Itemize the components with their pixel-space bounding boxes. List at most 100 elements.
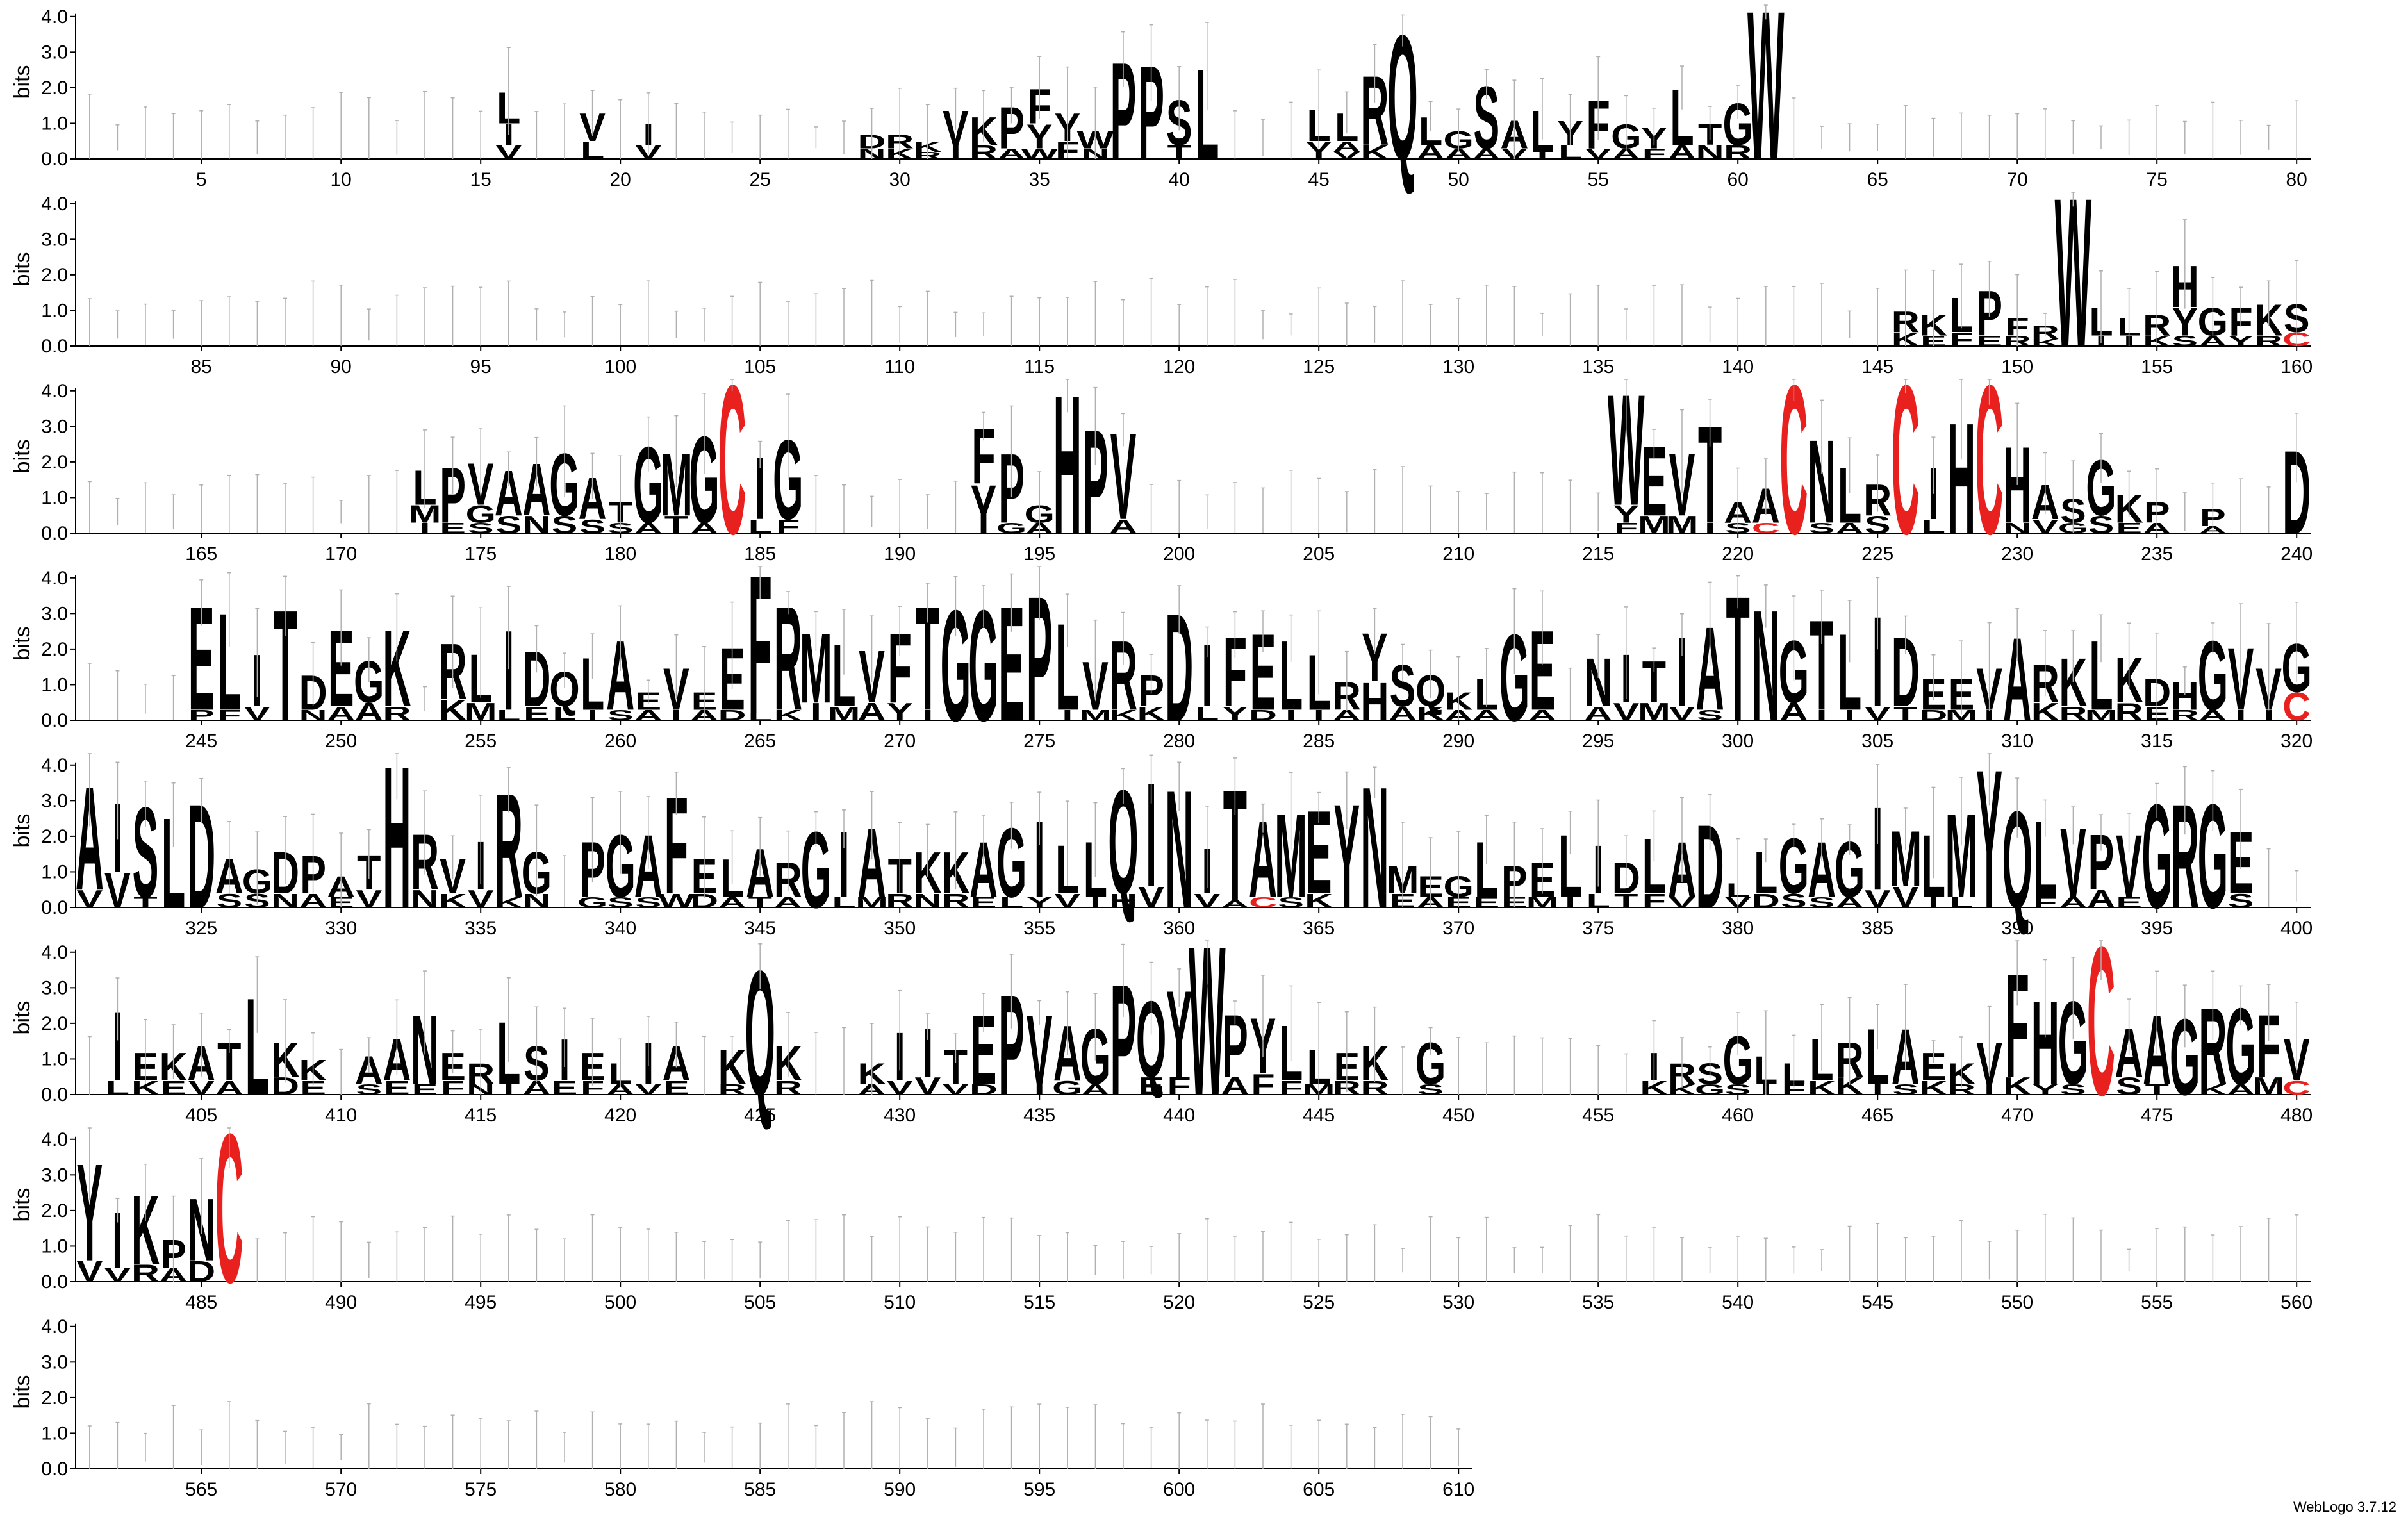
logo-letter: L <box>748 516 772 538</box>
logo-letter: K <box>1109 707 1137 724</box>
logo-letter: I <box>755 438 766 538</box>
logo-letter: V <box>914 1072 941 1100</box>
y-tick-label: 3.0 <box>41 977 68 998</box>
logo-letter: C <box>718 341 746 579</box>
x-tick-label: 75 <box>2147 169 2168 190</box>
x-tick-label: 360 <box>1163 918 1195 939</box>
x-tick-label: 185 <box>744 543 776 565</box>
x-tick-label: 65 <box>1867 169 1888 190</box>
logo-letter: I <box>1872 783 1883 916</box>
y-axis-label: bits <box>10 814 35 848</box>
x-tick-label: 450 <box>1442 1105 1474 1126</box>
x-tick-label: 165 <box>185 543 217 565</box>
logo-letter: I <box>1062 707 1073 724</box>
x-tick-label: 50 <box>1448 169 1469 190</box>
logo-letter: W <box>1021 145 1058 162</box>
logo-letter: L <box>1195 703 1219 725</box>
x-tick-label: 135 <box>1582 356 1614 377</box>
logo-letter: R <box>718 1081 746 1098</box>
logo-letter: M <box>1638 698 1670 725</box>
x-tick-label: 245 <box>185 731 217 752</box>
logo-letter: L <box>581 136 604 164</box>
logo-letter: H <box>1360 671 1389 732</box>
logo-letter: V <box>1669 703 1695 725</box>
x-tick-label: 455 <box>1582 1105 1614 1126</box>
logo-letter: S <box>356 1081 382 1098</box>
x-tick-label: 525 <box>1303 1292 1335 1313</box>
logo-letter: I <box>811 698 821 725</box>
logo-letter: V <box>76 1255 103 1288</box>
logo-letter: D <box>969 1081 998 1098</box>
x-tick-label: 180 <box>604 543 636 565</box>
logo-letter: E <box>2116 520 2142 536</box>
logo-letter: L <box>748 711 772 722</box>
logo-letter: F <box>1614 520 1638 536</box>
y-tick-label: 0.0 <box>41 1271 68 1293</box>
x-tick-label: 30 <box>889 169 911 190</box>
x-tick-label: 215 <box>1582 543 1614 565</box>
x-tick-label: 85 <box>191 356 212 377</box>
logo-letter: V <box>1865 885 1891 913</box>
y-tick-label: 4.0 <box>41 755 68 776</box>
y-tick-label: 1.0 <box>41 300 68 321</box>
x-tick-label: 125 <box>1303 356 1335 377</box>
logo-letter: I <box>503 1081 514 1098</box>
logo-letter: S <box>1417 1081 1444 1098</box>
logo-letter: I <box>1872 591 1883 734</box>
logo-letter: V <box>1054 890 1080 912</box>
logo-letter: V <box>943 1081 969 1098</box>
logo-letter: C <box>215 1089 243 1327</box>
logo-letter: T <box>1893 703 1918 725</box>
logo-letter: E <box>384 1077 410 1099</box>
x-tick-label: 390 <box>2001 918 2033 939</box>
logo-letter: S <box>1809 520 1835 536</box>
x-tick-label: 275 <box>1023 731 1055 752</box>
logo-letter: S <box>495 511 522 538</box>
x-tick-label: 415 <box>465 1105 497 1126</box>
logo-letter: K <box>1919 1077 1947 1099</box>
x-tick-label: 110 <box>884 356 915 377</box>
logo-letter: M <box>855 894 888 911</box>
x-tick-label: 430 <box>884 1105 916 1126</box>
logo-letter: F <box>217 707 241 724</box>
logo-letter: T <box>2145 1081 2169 1098</box>
logo-letter: S <box>607 894 634 911</box>
logo-letter: I <box>2236 707 2247 724</box>
x-tick-label: 545 <box>1861 1292 1893 1313</box>
x-tick-label: 310 <box>2001 731 2033 752</box>
y-tick-label: 3.0 <box>41 790 68 811</box>
logo-letter: A <box>2059 894 2087 911</box>
logo-letter: V <box>76 885 103 913</box>
x-tick-label: 305 <box>1861 731 1893 752</box>
x-tick-label: 345 <box>744 918 776 939</box>
y-axis-label: bits <box>10 1375 35 1409</box>
x-tick-label: 5 <box>196 169 207 190</box>
x-tick-label: 130 <box>1442 356 1474 377</box>
logo-letter: V <box>1613 698 1639 725</box>
logo-letter: A <box>1779 698 1808 725</box>
logo-letter: A <box>2087 885 2115 913</box>
logo-letter: A <box>858 698 886 725</box>
logo-letter: I <box>1314 707 1324 724</box>
x-tick-label: 505 <box>744 1292 776 1313</box>
logo-letter: A <box>998 145 1026 162</box>
logo-letter: S <box>1725 1081 1751 1098</box>
logo-letter: A <box>690 520 718 536</box>
logo-letter: N <box>299 707 327 724</box>
logo-letter: Y <box>1027 894 1053 911</box>
logo-letter: S <box>607 707 634 724</box>
x-tick-label: 435 <box>1023 1105 1055 1126</box>
logo-letter: V <box>1585 145 1612 162</box>
x-tick-label: 175 <box>465 543 497 565</box>
logo-letter: S <box>635 894 661 911</box>
logo-letter: I <box>950 142 961 163</box>
logo-letter: K <box>495 894 523 911</box>
logo-letter: R <box>2059 703 2087 725</box>
logo-letter: A <box>1417 142 1445 163</box>
logo-letter: K <box>2031 337 2059 348</box>
logo-letter: T <box>748 894 772 911</box>
logo-letter: A <box>215 1077 243 1099</box>
logo-letter: L <box>106 1077 129 1099</box>
